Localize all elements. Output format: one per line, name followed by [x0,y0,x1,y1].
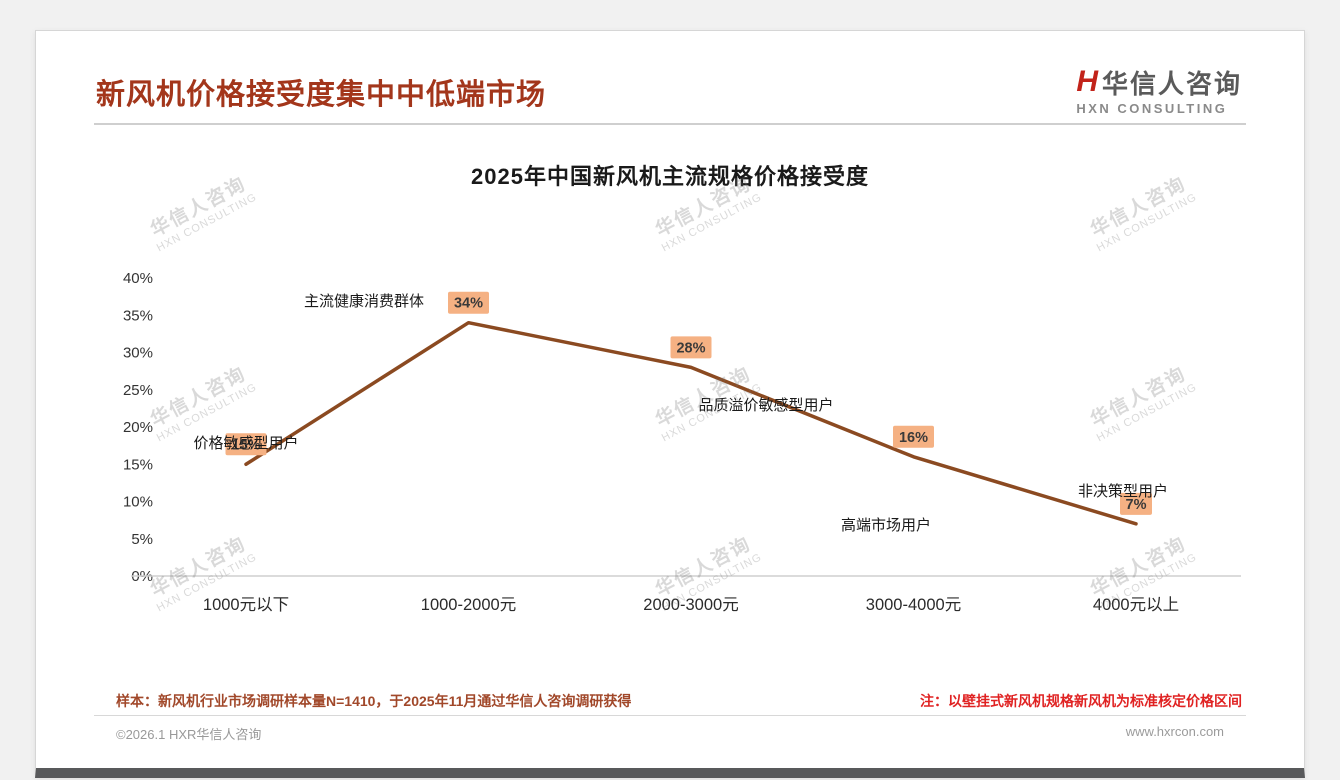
annotation-label: 价格敏感型用户 [193,435,298,452]
data-point-label-box [893,425,934,448]
website-link: www.hxrcon.com [1125,724,1224,739]
footer-divider [94,715,1246,716]
logo-name: 华信人咨询 [1101,69,1242,99]
x-axis-label: 3000-4000元 [866,596,961,614]
header-divider [94,123,1246,125]
data-point-label-box [448,291,489,314]
y-tick-label: 25% [123,382,153,399]
x-axis-label: 1000元以下 [203,596,289,614]
data-point-label-box [670,336,712,359]
sample-note: 样本：新风机行业市场调研样本量N=1410，于2025年11月通过华信人咨询调研… [116,693,632,709]
y-tick-label: 35% [123,307,153,324]
x-axis-label: 4000元以上 [1093,595,1179,614]
data-point-label: 7% [1126,497,1147,513]
annotation-label: 非决策型用户 [1078,483,1168,500]
y-tick-label: 40% [123,270,153,287]
x-axis-label: 2000-3000元 [643,596,738,614]
chart-title: 2025年中国新风机主流规格价格接受度 [471,164,869,189]
page-title: 新风机价格接受度集中中低端市场 [96,79,547,111]
annotation-label: 品质溢价敏感型用户 [698,397,833,414]
data-point-label: 15% [231,437,260,453]
slide: 新风机价格接受度集中中低端市场 H 华信人咨询 HXN CONSULTING 2… [35,30,1305,778]
copyright-text: ©2026.1 HXR华信人咨询 [116,727,262,742]
data-point-label-box [225,433,267,456]
y-tick-label: 30% [123,345,153,362]
y-tick-label: 10% [123,494,153,511]
logo-subtitle: HXN CONSULTING [1076,101,1228,116]
data-point-label: 34% [454,296,483,312]
y-tick-label: 20% [123,419,153,436]
y-tick-label: 5% [131,531,153,548]
data-line [244,320,1138,526]
y-tick-label: 15% [123,456,153,473]
x-axis-label: 1000-2000元 [421,596,516,614]
data-point-label: 16% [899,430,928,446]
annotation-label: 主流健康消费群体 [304,293,424,310]
logo-h-icon: H [1076,65,1098,98]
annotation-label: 高端市场用户 [841,517,931,534]
data-point-label: 28% [676,340,705,356]
line-chart: 0%5%10%15%20%25%30%35%40%1000元以下 1000-200… [123,270,1241,614]
price-note: 注：以壁挂式新风机规格新风机为标准核定价格区间 [920,693,1242,709]
data-point-label-box [1120,492,1152,515]
company-logo: H 华信人咨询 HXN CONSULTING [1076,65,1242,117]
